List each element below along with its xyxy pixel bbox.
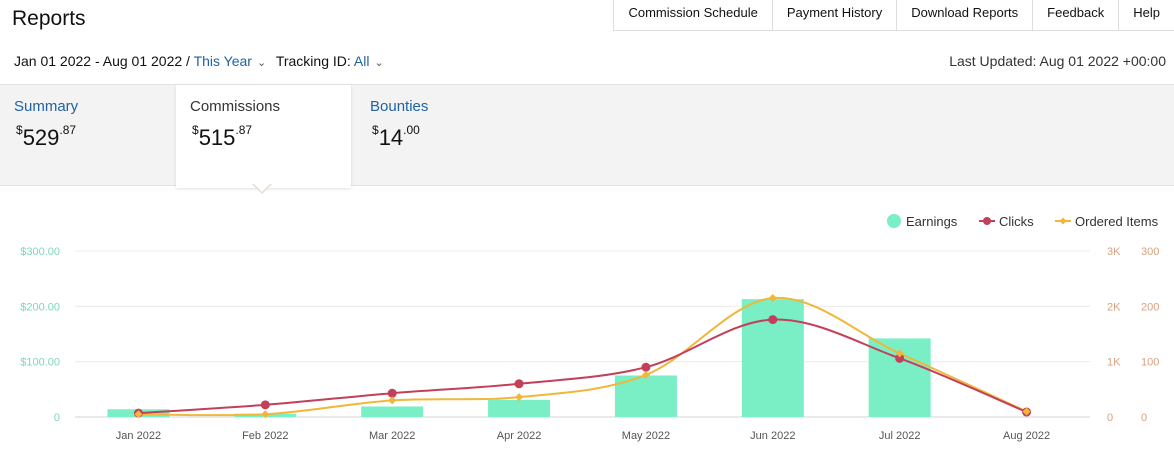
earnings-bar xyxy=(361,406,424,417)
y-right-clicks-tick-label: 1K xyxy=(1107,357,1121,369)
help-button[interactable]: Help xyxy=(1118,0,1174,30)
earnings-legend-icon xyxy=(887,214,901,228)
legend-ordered-items[interactable]: Ordered Items xyxy=(1075,214,1159,229)
summary-currency: $ xyxy=(16,123,23,137)
top-navigation: Commission Schedule Payment History Down… xyxy=(613,0,1174,31)
clicks-point xyxy=(768,315,778,325)
bounties-currency: $ xyxy=(372,123,379,137)
date-filter: Jan 01 2022 - Aug 01 2022 / This Year ⌄ T… xyxy=(14,53,390,69)
ordered-items-point xyxy=(261,410,270,419)
x-tick-label: Mar 2022 xyxy=(369,430,415,442)
y-axis-left: 0 $100.00 $200.00 $300.00 xyxy=(20,246,60,424)
payment-history-button[interactable]: Payment History xyxy=(771,0,896,30)
tab-summary-label: Summary xyxy=(14,98,79,115)
chart-legend: Earnings Clicks Ordered Items xyxy=(887,214,1159,229)
ordered-items-line xyxy=(138,296,1027,417)
x-tick-label: Jul 2022 xyxy=(879,430,921,442)
ordered-items-legend-icon xyxy=(1059,217,1067,225)
commission-schedule-button[interactable]: Commission Schedule xyxy=(613,0,771,30)
tab-bounties[interactable]: Bounties $14.00 xyxy=(356,85,556,185)
chart-lines xyxy=(133,294,1032,419)
tab-commissions-label: Commissions xyxy=(190,98,281,115)
bounties-whole: 14 xyxy=(378,125,404,150)
clicks-point xyxy=(514,379,524,389)
bounties-amount: $14.00 xyxy=(372,123,420,151)
x-tick-label: Jun 2022 xyxy=(750,430,795,442)
ordered-items-point xyxy=(1022,407,1031,416)
bounties-cents: .00 xyxy=(403,123,420,137)
page-title: Reports xyxy=(12,7,86,30)
ordered-items-point xyxy=(388,396,397,405)
clicks-point xyxy=(895,353,905,363)
ordered-items-point xyxy=(895,349,904,358)
tab-commissions[interactable]: Commissions $515.87 xyxy=(176,85,351,188)
summary-whole: 529 xyxy=(22,125,60,150)
clicks-legend-icon xyxy=(983,217,991,225)
period-dropdown[interactable]: This Year xyxy=(193,53,252,69)
y-right-clicks-tick-label: 0 xyxy=(1107,412,1113,424)
ordered-items-point xyxy=(515,393,524,402)
y-left-tick-label: $200.00 xyxy=(20,301,60,313)
ordered-items-point xyxy=(641,370,650,379)
y-right-ordered-tick-label: 0 xyxy=(1141,412,1147,424)
y-right-ordered-tick-label: 100 xyxy=(1141,357,1159,369)
active-tab-pointer-fill xyxy=(254,184,270,192)
chevron-down-icon[interactable]: ⌄ xyxy=(374,57,384,69)
summary-tabs: Summary $529.87 Commissions $515.87 Boun… xyxy=(0,84,1174,188)
ordered-items-point xyxy=(134,410,143,419)
date-range-text: Jan 01 2022 - Aug 01 2022 / xyxy=(14,53,190,69)
x-tick-label: Feb 2022 xyxy=(242,430,288,442)
clicks-line xyxy=(138,318,1027,415)
tracking-id-label: Tracking ID: xyxy=(275,53,351,69)
y-left-tick-label: $100.00 xyxy=(20,357,60,369)
download-reports-button[interactable]: Download Reports xyxy=(896,0,1032,30)
clicks-point xyxy=(641,362,651,372)
y-axis-right-ordered: 0 100 200 300 xyxy=(1141,246,1159,424)
x-axis: Jan 2022 Feb 2022 Mar 2022 Apr 2022 May 2022… xyxy=(116,430,1050,442)
y-right-clicks-tick-label: 3K xyxy=(1107,246,1121,258)
commissions-amount: $515.87 xyxy=(192,123,253,151)
tab-summary[interactable]: Summary $529.87 xyxy=(0,85,176,185)
clicks-point xyxy=(387,388,397,398)
commissions-currency: $ xyxy=(192,123,199,137)
legend-clicks[interactable]: Clicks xyxy=(999,214,1034,229)
summary-cents: .87 xyxy=(59,123,77,137)
feedback-button[interactable]: Feedback xyxy=(1032,0,1118,30)
earnings-chart: Earnings Clicks Ordered Items 0 $100.00 $2… xyxy=(20,214,1159,442)
y-left-tick-label: $300.00 xyxy=(20,246,60,258)
legend-earnings[interactable]: Earnings xyxy=(906,214,958,229)
x-tick-label: May 2022 xyxy=(622,430,670,442)
x-tick-label: Aug 2022 xyxy=(1003,430,1050,442)
x-tick-label: Jan 2022 xyxy=(116,430,161,442)
clicks-point xyxy=(260,400,270,410)
last-updated-text: Last Updated: Aug 01 2022 +00:00 xyxy=(949,53,1166,69)
earnings-bar xyxy=(488,399,551,417)
y-right-ordered-tick-label: 200 xyxy=(1141,301,1159,313)
commissions-whole: 515 xyxy=(198,125,236,150)
chart-grid xyxy=(75,250,1090,418)
ordered-items-point xyxy=(768,294,777,303)
chevron-down-icon[interactable]: ⌄ xyxy=(256,57,267,69)
summary-amount: $529.87 xyxy=(16,123,77,151)
tracking-id-dropdown[interactable]: All xyxy=(353,53,370,69)
y-right-ordered-tick-label: 300 xyxy=(1141,246,1159,258)
y-right-clicks-tick-label: 2K xyxy=(1107,301,1121,313)
y-axis-right-clicks: 0 1K 2K 3K xyxy=(1107,246,1121,424)
commissions-cents: .87 xyxy=(235,123,253,137)
tab-bounties-label: Bounties xyxy=(370,98,429,115)
x-tick-label: Apr 2022 xyxy=(497,430,542,442)
y-left-tick-label: 0 xyxy=(54,412,60,424)
